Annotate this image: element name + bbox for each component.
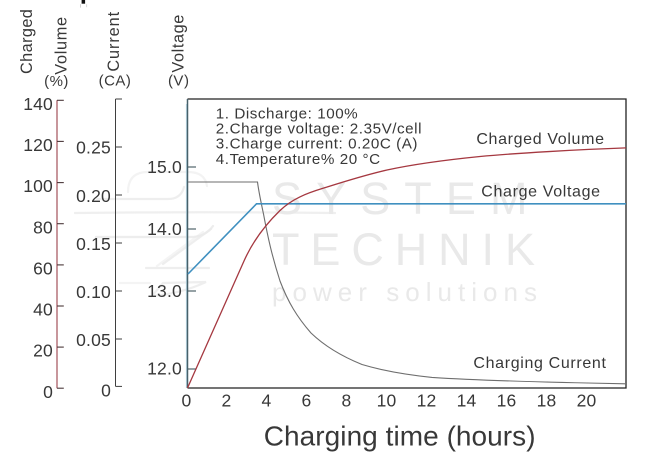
svg-text:14: 14 xyxy=(457,391,477,411)
svg-text:2.Charge voltage: 2.35V/cell: 2.Charge voltage: 2.35V/cell xyxy=(216,121,422,138)
svg-text:12: 12 xyxy=(417,391,437,411)
svg-text:20: 20 xyxy=(33,341,53,361)
svg-text:0.25: 0.25 xyxy=(76,138,111,158)
svg-text:0.15: 0.15 xyxy=(76,234,111,254)
svg-text:20: 20 xyxy=(577,391,597,411)
svg-text:Charging Current: Charging Current xyxy=(473,355,606,372)
svg-text:0: 0 xyxy=(43,382,53,402)
svg-text:Charged Volume: Charged Volume xyxy=(476,131,604,148)
svg-text:18: 18 xyxy=(537,391,557,411)
svg-text:3.Charge current: 0.20C (A): 3.Charge current: 0.20C (A) xyxy=(216,136,418,153)
svg-text:100: 100 xyxy=(23,176,53,196)
svg-text:TECHNIK: TECHNIK xyxy=(272,224,544,275)
svg-text:power solutions: power solutions xyxy=(272,277,544,307)
svg-text:0: 0 xyxy=(182,391,192,411)
svg-text:16: 16 xyxy=(497,391,517,411)
svg-text:Volume: Volume xyxy=(53,16,71,75)
svg-text:40: 40 xyxy=(33,300,53,320)
svg-text:8: 8 xyxy=(342,391,352,411)
svg-text:6: 6 xyxy=(302,391,312,411)
svg-text:0.10: 0.10 xyxy=(76,282,111,302)
svg-text:4.Temperature% 20 °C: 4.Temperature% 20 °C xyxy=(216,151,381,168)
svg-text:60: 60 xyxy=(33,259,53,279)
svg-text:10: 10 xyxy=(377,391,397,411)
svg-text:15.0: 15.0 xyxy=(147,157,182,177)
svg-text:13.0: 13.0 xyxy=(147,281,182,301)
svg-text:Charge Voltage: Charge Voltage xyxy=(481,184,600,201)
svg-text:Current: Current xyxy=(105,11,123,72)
svg-text:(V): (V) xyxy=(168,73,190,90)
svg-text:4: 4 xyxy=(262,391,272,411)
svg-text:Charged: Charged xyxy=(18,9,36,74)
svg-text:0.20: 0.20 xyxy=(76,186,111,206)
svg-text:80: 80 xyxy=(33,217,53,237)
svg-text:(%): (%) xyxy=(44,73,69,90)
svg-text:140: 140 xyxy=(23,94,53,114)
svg-text:1. Discharge: 100%: 1. Discharge: 100% xyxy=(216,106,358,123)
svg-text:(CA): (CA) xyxy=(99,73,132,90)
svg-text:0.05: 0.05 xyxy=(76,330,111,350)
svg-text:14.0: 14.0 xyxy=(147,219,182,239)
svg-text:12.0: 12.0 xyxy=(147,358,182,378)
svg-text:Charging time (hours): Charging time (hours) xyxy=(264,421,536,452)
svg-text:2: 2 xyxy=(222,391,232,411)
svg-text:0: 0 xyxy=(101,381,111,401)
svg-text:Voltage: Voltage xyxy=(170,14,188,73)
svg-text:120: 120 xyxy=(23,135,53,155)
svg-text:SYSTEM: SYSTEM xyxy=(272,173,544,224)
